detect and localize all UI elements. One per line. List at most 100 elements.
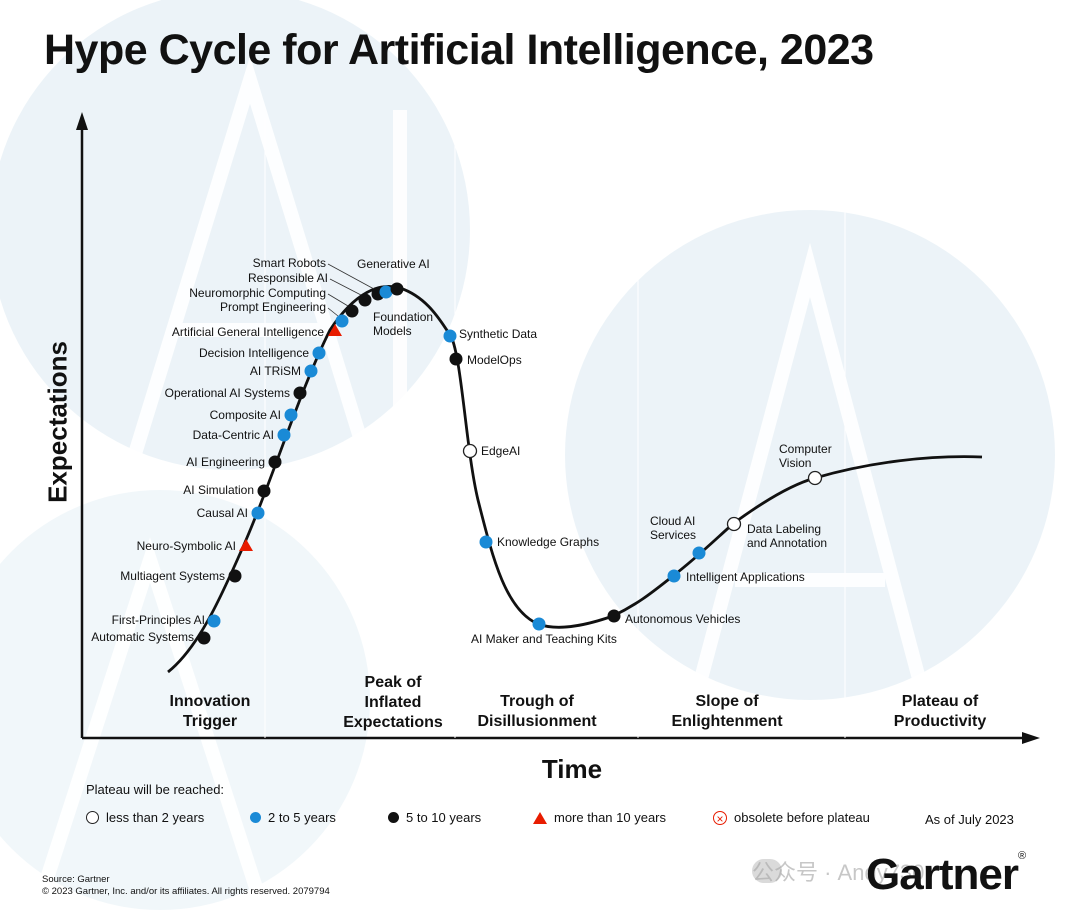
point-marker-synthetic-data: [443, 329, 457, 343]
legend-item-lt2: less than 2 years: [86, 810, 204, 825]
point-label-line: Models: [373, 324, 412, 338]
black-circle-icon: [388, 812, 399, 823]
registered-mark: ®: [1017, 850, 1026, 862]
point-marker-computer-vision: [807, 470, 823, 486]
red-triangle-icon: [533, 811, 547, 824]
phase-label-line: Trigger: [182, 713, 238, 730]
source-line: Source: Gartner: [42, 874, 110, 885]
point-label-intelligent-applications: Intelligent Applications: [686, 570, 805, 584]
point-marker-edgeai: [462, 443, 478, 459]
source-note: Source: Gartner © 2023 Gartner, Inc. and…: [42, 874, 330, 898]
phase-label-line: Slope of: [695, 693, 759, 710]
obsolete-x-circle-icon: ×: [713, 810, 727, 826]
point-label-edgeai: EdgeAI: [481, 444, 520, 458]
point-label-line: Composite AI: [210, 408, 281, 422]
watermark-letter-a: [123, 56, 377, 473]
point-label-smart-robots: Smart Robots: [253, 256, 326, 270]
point-label-line: Generative AI: [357, 257, 430, 271]
point-label-composite-ai: Composite AI: [210, 408, 281, 422]
point-label-foundation-models: Foundation Models: [373, 310, 433, 338]
phase-label-line: Plateau of: [901, 693, 979, 710]
point-marker-knowledge-graphs: [479, 535, 493, 549]
phase-label-line: Disillusionment: [477, 713, 597, 730]
legend-item-label: obsolete before plateau: [734, 810, 870, 825]
point-label-prompt-engineering: Prompt Engineering: [220, 300, 326, 314]
point-label-line: Prompt Engineering: [220, 300, 326, 314]
point-marker-ai-trism: [304, 364, 318, 378]
point-label-cloud-ai-services: Cloud AI Services: [650, 514, 696, 542]
gartner-logo-text: Gartner: [866, 850, 1019, 899]
hype-curve: [167, 285, 983, 674]
point-marker-causal-ai: [251, 506, 265, 520]
point-label-synthetic-data: Synthetic Data: [459, 327, 537, 341]
point-marker-artificial-general-intelligence: [328, 324, 342, 336]
legend-item-label: more than 10 years: [554, 810, 667, 825]
point-label-line: Responsible AI: [248, 271, 328, 285]
point-marker-operational-ai-systems: [293, 386, 307, 400]
point-label-line: Multiagent Systems: [120, 569, 225, 583]
phase-label-line: Inflated: [364, 694, 422, 711]
white-circle-icon: [86, 811, 99, 824]
copyright-line: © 2023 Gartner, Inc. and/or its affiliat…: [42, 886, 330, 897]
point-label-line: Computer: [779, 442, 832, 456]
point-label-line: AI TRiSM: [250, 364, 301, 378]
point-label-line: Artificial General Intelligence: [172, 325, 324, 339]
phase-label-line: Expectations: [343, 714, 443, 731]
legend-item-label: 2 to 5 years: [268, 810, 336, 825]
point-marker-modelops: [449, 352, 463, 366]
point-label-ai-simulation: AI Simulation: [183, 483, 254, 497]
point-label-line: Synthetic Data: [459, 327, 537, 341]
chart-title: Hype Cycle for Artificial Intelligence, …: [44, 26, 874, 74]
point-label-automatic-systems: Automatic Systems: [91, 630, 194, 644]
point-label-line: Data Labeling: [747, 522, 821, 536]
point-label-causal-ai: Causal AI: [197, 506, 248, 520]
watermark-text: 公众号 · Andy730: [752, 860, 925, 885]
point-label-decision-intelligence: Decision Intelligence: [199, 346, 309, 360]
point-label-line: Data-Centric AI: [193, 428, 274, 442]
y-axis-arrow: [76, 112, 88, 130]
point-marker-ai-simulation: [257, 484, 271, 498]
point-label-ai-trism: AI TRiSM: [250, 364, 301, 378]
leader-line: [327, 307, 339, 317]
wechat-icon: [752, 859, 782, 883]
point-label-first-principles-ai: First-Principles AI: [112, 613, 205, 627]
point-label-line: and Annotation: [747, 536, 827, 550]
point-label-line: Operational AI Systems: [165, 386, 290, 400]
point-marker-composite-ai: [284, 408, 298, 422]
point-marker-first-principles-ai: [207, 614, 221, 628]
point-label-modelops: ModelOps: [467, 353, 522, 367]
point-marker-neuro-symbolic-ai: [239, 539, 253, 551]
point-marker-autonomous-vehicles: [607, 609, 621, 623]
point-label-multiagent-systems: Multiagent Systems: [120, 569, 225, 583]
phase-label-line: Enlightenment: [671, 713, 783, 730]
point-label-line: Autonomous Vehicles: [625, 612, 740, 626]
point-label-ai-maker-and-teaching-kits: AI Maker and Teaching Kits: [471, 632, 617, 646]
legend-item-5to10: 5 to 10 years: [388, 810, 481, 825]
watermark-letter-a: [683, 242, 937, 722]
point-label-line: EdgeAI: [481, 444, 520, 458]
phase-label-line: Peak of: [364, 674, 422, 691]
point-label-line: AI Engineering: [186, 455, 265, 469]
legend-item-gt10: more than 10 years: [533, 810, 666, 825]
watermark-circle: [0, 0, 470, 470]
phase-label-plateau: Plateau of Productivity: [894, 692, 986, 732]
point-label-line: AI Maker and Teaching Kits: [471, 632, 617, 646]
legend-item-obsolete: × obsolete before plateau: [713, 810, 870, 826]
legend-title: Plateau will be reached:: [86, 782, 225, 797]
point-label-line: First-Principles AI: [112, 613, 205, 627]
point-label-line: ModelOps: [467, 353, 522, 367]
point-label-line: Cloud AI: [650, 514, 695, 528]
point-marker-ai-maker-and-teaching-kits: [532, 617, 546, 631]
point-label-line: Smart Robots: [253, 256, 326, 270]
point-marker-ai-engineering: [268, 455, 282, 469]
point-label-line: Causal AI: [197, 506, 248, 520]
phase-label-peak: Peak of Inflated Expectations: [343, 673, 443, 733]
legend-item-2to5: 2 to 5 years: [250, 810, 336, 825]
leader-line: [327, 293, 349, 307]
point-label-line: Services: [650, 528, 696, 542]
point-label-line: Knowledge Graphs: [497, 535, 599, 549]
point-label-line: AI Simulation: [183, 483, 254, 497]
point-label-knowledge-graphs: Knowledge Graphs: [497, 535, 599, 549]
y-axis-label: Expectations: [42, 341, 73, 503]
